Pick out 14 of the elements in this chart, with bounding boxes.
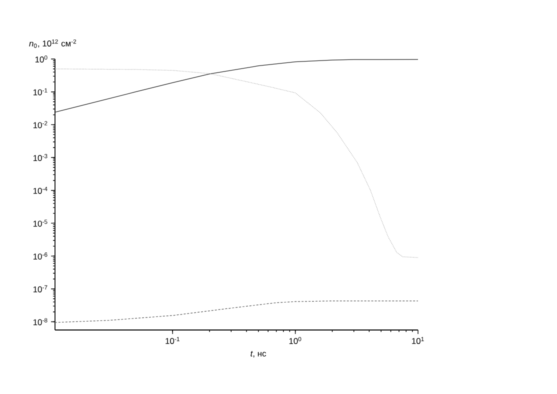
y-tick-label: 10$^{-7}$	[33, 285, 48, 292]
y-axis-title: n$_{0}$, 10$^{12}$ см$^{-2}$	[29, 39, 76, 48]
x-tick-label: 10$^{-1}$	[166, 337, 180, 344]
y-tick-label: 10$^{-8}$	[33, 318, 48, 326]
y-tick-label: 10$^{-1}$	[33, 88, 48, 96]
y-tick-label: 10$^{-5}$	[33, 220, 48, 227]
y-tick-label: 10$^{-3}$	[33, 154, 48, 162]
y-tick-label: 10$^{-4}$	[33, 186, 48, 194]
x-axis-title: t, нс	[250, 350, 266, 358]
x-tick-label: 10$^{1}$	[412, 337, 424, 344]
y-tick-label: 10$^{0}$	[35, 55, 48, 63]
x-tick-label: 10$^{0}$	[289, 337, 302, 344]
y-tick-label: 10$^{-6}$	[33, 252, 48, 260]
y-tick-label: 10$^{-2}$	[33, 121, 48, 128]
